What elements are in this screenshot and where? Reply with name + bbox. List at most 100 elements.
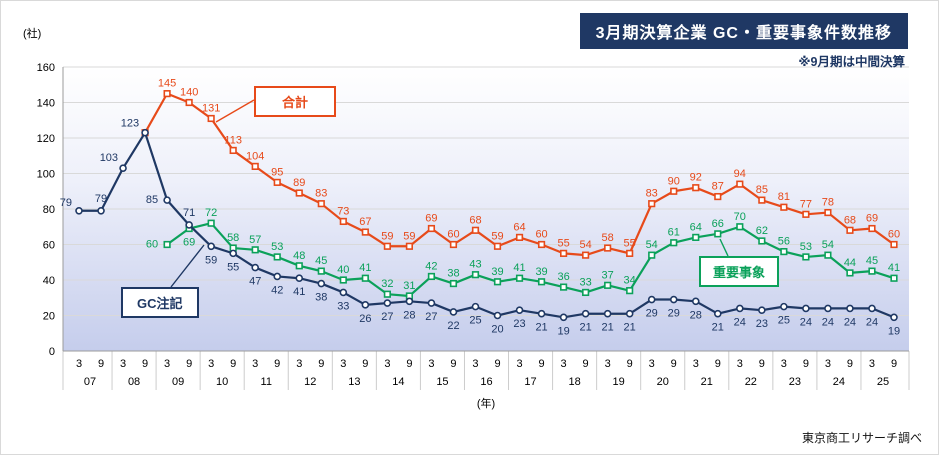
svg-text:21: 21	[602, 322, 614, 334]
svg-text:71: 71	[183, 207, 195, 219]
svg-text:94: 94	[734, 168, 746, 180]
svg-text:60: 60	[146, 239, 158, 251]
svg-text:41: 41	[359, 262, 371, 274]
svg-text:54: 54	[646, 239, 658, 251]
svg-text:72: 72	[205, 207, 217, 219]
svg-text:66: 66	[712, 218, 724, 230]
svg-text:17: 17	[524, 376, 536, 388]
svg-text:16: 16	[480, 376, 492, 388]
svg-text:81: 81	[778, 191, 790, 203]
svg-text:80: 80	[43, 204, 55, 216]
svg-text:3: 3	[472, 358, 478, 370]
svg-text:9: 9	[583, 358, 589, 370]
svg-text:3: 3	[605, 358, 611, 370]
svg-text:95: 95	[271, 166, 283, 178]
svg-text:54: 54	[579, 239, 591, 251]
svg-text:33: 33	[579, 276, 591, 288]
svg-text:26: 26	[359, 313, 371, 325]
svg-text:24: 24	[866, 316, 878, 328]
svg-text:79: 79	[60, 197, 72, 209]
svg-text:20: 20	[491, 324, 503, 336]
page-title: 3月期決算企業 GC・重要事象件数推移	[579, 13, 908, 49]
svg-text:9: 9	[803, 358, 809, 370]
svg-text:29: 29	[646, 308, 658, 320]
svg-text:77: 77	[800, 198, 812, 210]
svg-text:29: 29	[668, 308, 680, 320]
svg-text:120: 120	[37, 133, 55, 145]
svg-text:12: 12	[304, 376, 316, 388]
svg-text:61: 61	[668, 227, 680, 239]
svg-text:9: 9	[230, 358, 236, 370]
svg-text:21: 21	[701, 376, 713, 388]
svg-text:44: 44	[844, 257, 856, 269]
svg-text:104: 104	[246, 150, 264, 162]
svg-text:24: 24	[844, 316, 856, 328]
source-credit: 東京商工リサーチ調べ	[801, 431, 922, 445]
svg-text:3: 3	[76, 358, 82, 370]
svg-text:53: 53	[800, 241, 812, 253]
svg-text:3: 3	[561, 358, 567, 370]
svg-text:68: 68	[844, 214, 856, 226]
svg-text:60: 60	[535, 229, 547, 241]
svg-text:58: 58	[227, 232, 239, 244]
svg-text:3: 3	[825, 358, 831, 370]
svg-text:9: 9	[406, 358, 412, 370]
svg-text:39: 39	[535, 266, 547, 278]
svg-text:28: 28	[690, 309, 702, 321]
svg-text:27: 27	[381, 311, 393, 323]
svg-text:3: 3	[384, 358, 390, 370]
svg-text:25: 25	[469, 315, 481, 327]
y-axis-unit-label: (社)	[23, 28, 42, 40]
svg-text:24: 24	[800, 316, 812, 328]
svg-text:70: 70	[734, 211, 746, 223]
svg-text:0: 0	[49, 346, 55, 358]
svg-text:9: 9	[759, 358, 765, 370]
svg-text:28: 28	[403, 309, 415, 321]
svg-text:57: 57	[249, 234, 261, 246]
svg-text:19: 19	[557, 325, 569, 337]
svg-text:40: 40	[43, 275, 55, 287]
svg-text:25: 25	[877, 376, 889, 388]
svg-text:23: 23	[513, 318, 525, 330]
chart-note: ※9月期は中間決算	[798, 55, 905, 69]
series-label-important: 重要事象	[699, 256, 780, 287]
svg-text:9: 9	[274, 358, 280, 370]
svg-text:62: 62	[756, 225, 768, 237]
svg-text:68: 68	[469, 214, 481, 226]
svg-text:89: 89	[293, 177, 305, 189]
svg-text:90: 90	[668, 175, 680, 187]
svg-text:3: 3	[737, 358, 743, 370]
svg-text:9: 9	[98, 358, 104, 370]
svg-text:23: 23	[756, 318, 768, 330]
svg-text:69: 69	[866, 213, 878, 225]
svg-text:19: 19	[613, 376, 625, 388]
svg-text:33: 33	[337, 300, 349, 312]
svg-text:60: 60	[43, 240, 55, 252]
svg-text:13: 13	[348, 376, 360, 388]
svg-text:38: 38	[315, 292, 327, 304]
svg-text:3: 3	[208, 358, 214, 370]
svg-text:24: 24	[822, 316, 834, 328]
svg-text:78: 78	[822, 197, 834, 209]
svg-text:31: 31	[403, 280, 415, 292]
svg-text:45: 45	[315, 255, 327, 267]
svg-text:10: 10	[216, 376, 228, 388]
svg-text:(年): (年)	[477, 396, 495, 410]
svg-text:3: 3	[781, 358, 787, 370]
svg-text:39: 39	[491, 266, 503, 278]
svg-text:3: 3	[252, 358, 258, 370]
svg-text:9: 9	[627, 358, 633, 370]
svg-text:59: 59	[205, 254, 217, 266]
svg-text:18: 18	[568, 376, 580, 388]
svg-text:55: 55	[557, 237, 569, 249]
svg-text:3: 3	[869, 358, 875, 370]
svg-text:41: 41	[513, 262, 525, 274]
svg-text:41: 41	[293, 286, 305, 298]
svg-text:3: 3	[340, 358, 346, 370]
svg-text:69: 69	[425, 213, 437, 225]
svg-text:92: 92	[690, 172, 702, 184]
svg-text:32: 32	[381, 278, 393, 290]
svg-text:55: 55	[624, 237, 636, 249]
svg-text:9: 9	[891, 358, 897, 370]
